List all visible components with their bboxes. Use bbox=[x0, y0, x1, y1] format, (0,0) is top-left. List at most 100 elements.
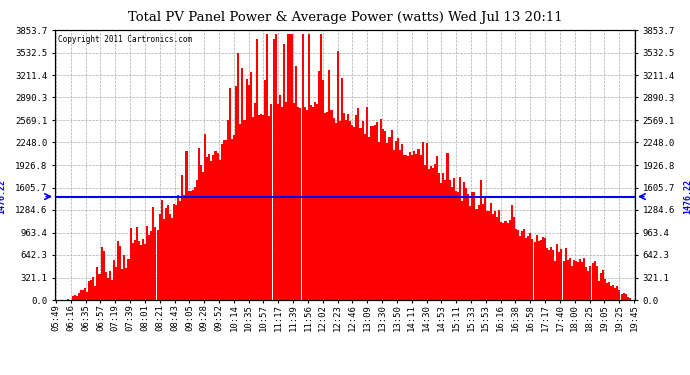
Bar bbox=[583, 258, 585, 300]
Bar bbox=[293, 103, 295, 300]
Bar bbox=[513, 217, 515, 300]
Bar bbox=[405, 155, 407, 300]
Bar bbox=[473, 192, 475, 300]
Bar bbox=[498, 210, 500, 300]
Bar bbox=[202, 172, 204, 300]
Bar bbox=[126, 268, 128, 300]
Bar bbox=[595, 266, 598, 300]
Bar bbox=[196, 180, 198, 300]
Bar bbox=[382, 129, 384, 300]
Bar bbox=[562, 261, 564, 300]
Bar bbox=[424, 165, 426, 300]
Bar bbox=[593, 261, 595, 300]
Bar bbox=[82, 290, 84, 300]
Bar bbox=[254, 103, 256, 300]
Bar bbox=[618, 290, 620, 300]
Bar bbox=[111, 280, 113, 300]
Bar bbox=[262, 115, 264, 300]
Bar bbox=[210, 161, 213, 300]
Bar bbox=[598, 281, 600, 300]
Bar bbox=[194, 187, 196, 300]
Bar bbox=[341, 78, 343, 300]
Bar bbox=[84, 288, 86, 300]
Bar bbox=[602, 270, 604, 300]
Bar bbox=[324, 112, 326, 300]
Bar bbox=[616, 286, 618, 300]
Bar bbox=[521, 231, 523, 300]
Bar bbox=[138, 241, 140, 300]
Bar bbox=[531, 238, 533, 300]
Bar bbox=[509, 220, 511, 300]
Bar bbox=[397, 138, 399, 300]
Bar bbox=[208, 154, 210, 300]
Bar bbox=[175, 205, 177, 300]
Bar bbox=[577, 262, 579, 300]
Bar bbox=[173, 204, 175, 300]
Bar bbox=[95, 286, 97, 300]
Bar bbox=[250, 72, 252, 300]
Bar bbox=[101, 247, 103, 300]
Bar bbox=[295, 66, 297, 300]
Bar bbox=[144, 244, 146, 300]
Bar bbox=[297, 107, 299, 300]
Bar bbox=[519, 236, 521, 300]
Bar bbox=[542, 237, 544, 300]
Bar bbox=[277, 104, 279, 300]
Bar bbox=[204, 134, 206, 300]
Bar bbox=[186, 151, 188, 300]
Bar bbox=[422, 142, 424, 300]
Bar bbox=[448, 180, 451, 300]
Bar bbox=[157, 230, 159, 300]
Bar bbox=[434, 164, 436, 300]
Bar bbox=[573, 260, 575, 300]
Bar bbox=[494, 211, 496, 300]
Bar bbox=[86, 292, 88, 300]
Bar bbox=[548, 250, 550, 300]
Bar bbox=[275, 34, 277, 300]
Bar bbox=[554, 261, 556, 300]
Bar bbox=[248, 86, 250, 300]
Bar bbox=[221, 144, 223, 300]
Bar bbox=[179, 201, 181, 300]
Bar bbox=[188, 191, 190, 300]
Bar bbox=[504, 221, 506, 300]
Bar bbox=[159, 214, 161, 300]
Bar bbox=[540, 240, 542, 300]
Bar bbox=[368, 137, 370, 300]
Bar bbox=[538, 241, 540, 300]
Bar bbox=[569, 258, 571, 300]
Bar bbox=[88, 280, 90, 300]
Bar bbox=[571, 266, 573, 300]
Bar bbox=[465, 188, 467, 300]
Bar bbox=[155, 227, 157, 300]
Bar bbox=[482, 204, 484, 300]
Bar bbox=[604, 279, 606, 300]
Bar bbox=[357, 108, 359, 300]
Bar bbox=[622, 293, 624, 300]
Bar bbox=[442, 173, 444, 300]
Bar bbox=[68, 299, 70, 300]
Bar bbox=[461, 201, 463, 300]
Bar bbox=[581, 262, 583, 300]
Bar bbox=[451, 187, 453, 300]
Bar bbox=[113, 260, 115, 300]
Bar bbox=[215, 151, 217, 300]
Bar bbox=[372, 126, 374, 300]
Bar bbox=[121, 269, 124, 300]
Bar bbox=[492, 214, 494, 300]
Bar bbox=[535, 235, 538, 300]
Bar bbox=[438, 173, 440, 300]
Bar bbox=[142, 238, 144, 300]
Bar bbox=[600, 273, 602, 300]
Bar bbox=[420, 155, 422, 300]
Bar bbox=[219, 160, 221, 300]
Bar bbox=[428, 169, 430, 300]
Bar bbox=[575, 261, 577, 300]
Bar bbox=[399, 150, 401, 300]
Bar bbox=[273, 39, 275, 300]
Bar bbox=[556, 244, 558, 300]
Bar bbox=[109, 271, 111, 300]
Bar bbox=[374, 124, 376, 300]
Bar bbox=[339, 122, 341, 300]
Bar bbox=[355, 116, 357, 300]
